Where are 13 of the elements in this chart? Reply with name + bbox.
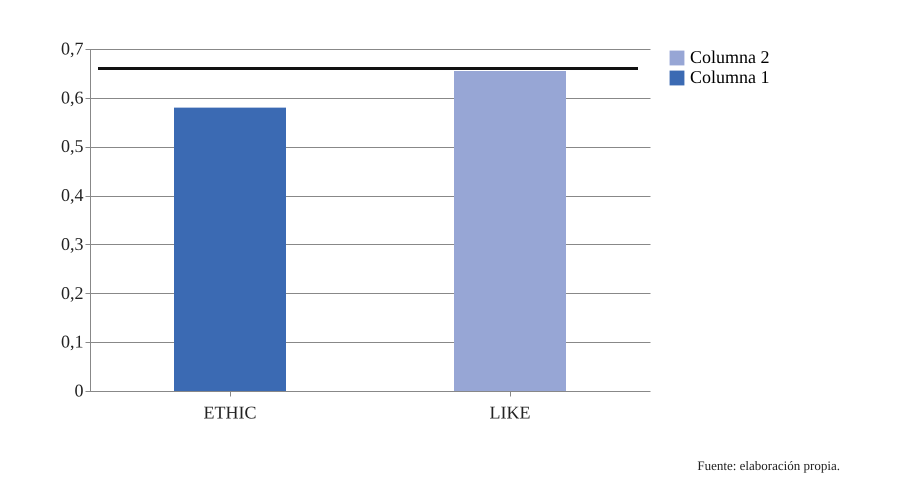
y-tick-label: 0 <box>74 380 84 400</box>
y-tick-label: 0,7 <box>61 38 84 58</box>
y-tick-label: 0,5 <box>61 136 84 156</box>
legend-label: Columna 2 <box>690 47 770 67</box>
y-tick-label: 0,6 <box>61 87 84 108</box>
x-tick-label: LIKE <box>490 402 530 422</box>
y-tick-label: 0,4 <box>61 185 84 206</box>
source-note: Fuente: elaboración propia. <box>697 458 840 473</box>
x-tick-label: ETHIC <box>204 402 256 422</box>
y-tick-label: 0,3 <box>61 234 84 254</box>
y-tick-label: 0,1 <box>61 332 84 352</box>
legend-label: Columna 1 <box>690 67 770 87</box>
y-tick-label: 0,2 <box>61 282 84 303</box>
